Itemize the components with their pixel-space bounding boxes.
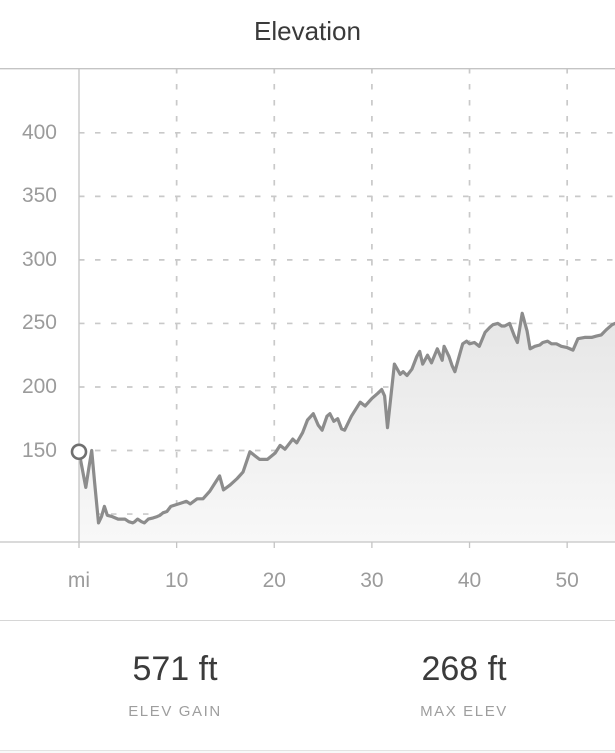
elevation-line bbox=[77, 311, 615, 525]
max-elev-value: 268 ft bbox=[421, 650, 507, 688]
x-axis-label: 10 bbox=[164, 569, 189, 592]
x-axis-label: 20 bbox=[262, 569, 286, 592]
x-axis-label: 40 bbox=[457, 569, 482, 592]
elevation-chart: 400 350 300 250 200 150 bbox=[0, 68, 615, 548]
divider-bottom bbox=[0, 750, 615, 751]
divider-above-stats bbox=[0, 620, 615, 621]
x-axis-label: 50 bbox=[555, 569, 579, 592]
stats-row: 571 ft ELEV GAIN 268 ft MAX ELEV bbox=[0, 621, 615, 750]
max-elev-label: MAX ELEV bbox=[420, 703, 508, 720]
elev-gain-label: ELEV GAIN bbox=[128, 703, 222, 720]
bottom-strip bbox=[0, 751, 615, 753]
stat-elev-gain: 571 ft ELEV GAIN bbox=[128, 650, 222, 720]
x-axis-unit-label: mi bbox=[67, 569, 91, 592]
stat-max-elev: 268 ft MAX ELEV bbox=[420, 650, 508, 720]
start-point-marker bbox=[70, 443, 88, 461]
x-axis-labels: mi 10 20 30 40 50 bbox=[0, 542, 615, 620]
chart-title: Elevation bbox=[254, 16, 361, 46]
elev-gain-value: 571 ft bbox=[132, 650, 218, 688]
x-axis-label: 30 bbox=[360, 569, 384, 592]
elevation-profile-plot[interactable] bbox=[0, 68, 615, 548]
